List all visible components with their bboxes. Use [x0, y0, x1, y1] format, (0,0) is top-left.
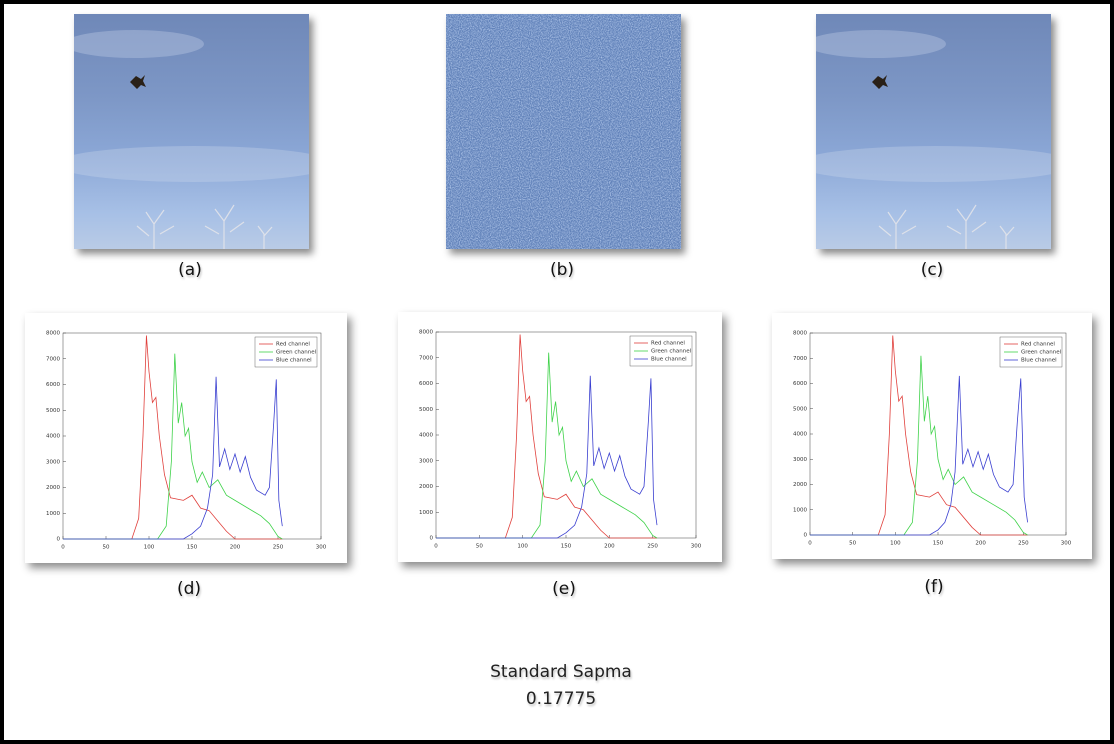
photo-art	[74, 30, 309, 249]
x-tick-label: 300	[691, 544, 702, 550]
y-tick-label: 0	[804, 533, 808, 539]
x-tick-label: 0	[434, 544, 438, 550]
histogram-line	[436, 334, 657, 539]
y-tick-label: 5000	[419, 407, 433, 413]
photo-original	[74, 14, 309, 249]
y-tick-label: 3000	[419, 458, 433, 464]
y-tick-label: 8000	[46, 331, 60, 337]
legend-label: Blue channel	[651, 357, 687, 363]
y-tick-label: 8000	[419, 330, 433, 336]
legend-label: Red channel	[276, 342, 310, 348]
legend-label: Green channel	[276, 350, 317, 356]
caption-title: Standard Sapma	[490, 662, 632, 682]
x-tick-label: 150	[561, 544, 572, 550]
y-tick-label: 3000	[46, 459, 60, 465]
figure-label: (e)	[552, 579, 576, 599]
noise-art	[446, 14, 681, 249]
caption: Standard Sapma 0.17775	[411, 659, 711, 713]
legend-label: Green channel	[651, 349, 692, 355]
x-tick-label: 100	[517, 544, 528, 550]
x-tick-label: 100	[144, 545, 155, 551]
photo-noise	[446, 14, 681, 249]
histogram-chart: 0 1000 2000 3000 4000 5000 6000 7000 8000 0 50 100 1…	[398, 312, 722, 562]
x-tick-label: 50	[476, 544, 483, 550]
figure-label: (f)	[924, 577, 944, 597]
y-tick-label: 4000	[793, 432, 807, 438]
y-tick-label: 6000	[793, 381, 807, 387]
y-tick-label: 4000	[419, 433, 433, 439]
figure-label: (c)	[920, 260, 944, 280]
x-tick-label: 50	[849, 541, 856, 547]
y-tick-label: 1000	[419, 510, 433, 516]
x-tick-label: 200	[230, 545, 241, 551]
x-tick-label: 0	[61, 545, 65, 551]
x-tick-label: 250	[273, 545, 284, 551]
histogram-line	[63, 335, 283, 540]
x-tick-label: 150	[933, 541, 944, 547]
y-tick-label: 6000	[46, 382, 60, 388]
y-tick-label: 1000	[46, 511, 60, 517]
x-tick-label: 0	[808, 541, 812, 547]
y-tick-label: 0	[57, 537, 61, 543]
histogram-line	[810, 355, 1028, 536]
figure-label: (a)	[178, 260, 202, 280]
x-tick-label: 300	[1061, 541, 1072, 547]
x-tick-label: 200	[604, 544, 615, 550]
legend-label: Blue channel	[1021, 358, 1057, 364]
photo-denoised	[816, 14, 1051, 249]
legend-label: Red channel	[1021, 342, 1055, 348]
histogram-line	[63, 353, 283, 540]
figure-label: (b)	[549, 260, 575, 280]
histogram-line	[63, 376, 283, 540]
x-tick-label: 250	[1018, 541, 1029, 547]
legend-label: Blue channel	[276, 358, 312, 364]
y-tick-label: 7000	[793, 356, 807, 362]
histogram-chart: 0 1000 2000 3000 4000 5000 6000 7000 8000 0 50 100 1…	[25, 313, 347, 563]
figure-label: (d)	[176, 579, 202, 599]
x-tick-label: 50	[103, 545, 110, 551]
y-tick-label: 2000	[419, 484, 433, 490]
x-tick-label: 300	[316, 545, 327, 551]
y-tick-label: 7000	[419, 355, 433, 361]
x-tick-label: 250	[647, 544, 658, 550]
caption-value: 0.17775	[525, 689, 597, 709]
histogram-line	[436, 352, 658, 539]
y-tick-label: 2000	[46, 485, 60, 491]
y-tick-label: 7000	[46, 356, 60, 362]
legend-label: Red channel	[651, 341, 685, 347]
x-tick-label: 200	[975, 541, 986, 547]
y-tick-label: 4000	[46, 434, 60, 440]
histogram-line	[436, 375, 658, 539]
histogram-chart: 0 1000 2000 3000 4000 5000 6000 7000 8000 0 50 100 1…	[772, 313, 1092, 559]
y-tick-label: 5000	[46, 408, 60, 414]
y-tick-label: 3000	[793, 457, 807, 463]
y-tick-label: 0	[430, 536, 434, 542]
x-tick-label: 100	[890, 541, 901, 547]
photo-art	[816, 30, 1051, 249]
legend-label: Green channel	[1021, 350, 1062, 356]
y-tick-label: 8000	[793, 331, 807, 337]
y-tick-label: 6000	[419, 381, 433, 387]
y-tick-label: 2000	[793, 482, 807, 488]
histogram-line	[810, 375, 1028, 536]
y-tick-label: 1000	[793, 507, 807, 513]
x-tick-label: 150	[187, 545, 198, 551]
y-tick-label: 5000	[793, 406, 807, 412]
histogram-line	[810, 335, 1028, 536]
